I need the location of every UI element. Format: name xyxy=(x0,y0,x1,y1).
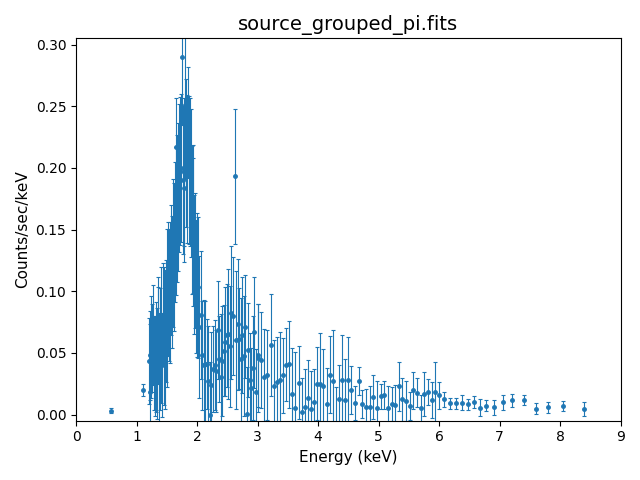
X-axis label: Energy (keV): Energy (keV) xyxy=(299,450,397,465)
Title: source_grouped_pi.fits: source_grouped_pi.fits xyxy=(238,15,458,35)
Y-axis label: Counts/sec/keV: Counts/sec/keV xyxy=(15,171,30,288)
